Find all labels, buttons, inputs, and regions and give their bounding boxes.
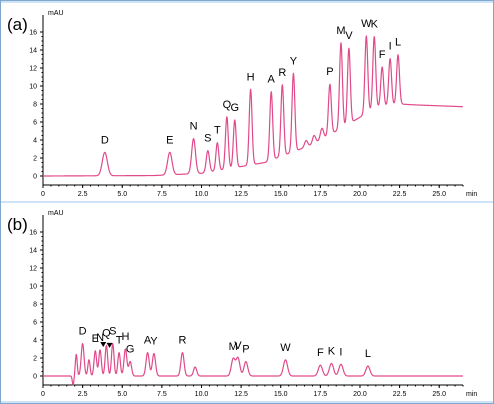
panel-b-peak-label-I: I <box>339 346 342 358</box>
panel-a-y-tick-label: 10 <box>29 84 37 91</box>
panel-a-x-tick-label: 7.5 <box>157 191 167 198</box>
panel-a-y-tick-label: 8 <box>33 102 37 109</box>
panel-a-peak-label-N: N <box>190 121 198 133</box>
panel-a-peak-label-Y: Y <box>290 55 298 67</box>
panel-b-x-tick-label: 5.0 <box>117 391 127 398</box>
panel-a-x-tick-label: 15.0 <box>274 191 288 198</box>
panel-a-peak-label-I: I <box>389 41 392 53</box>
panel-b-y-tick-label: 0 <box>33 374 37 381</box>
panel-a-x-tick-label: 17.5 <box>314 191 328 198</box>
panel-b-x-tick-label: 22.5 <box>393 391 407 398</box>
panel-a-peak-label-D: D <box>101 134 109 146</box>
panel-a-peak-label-T: T <box>214 125 221 137</box>
panel-b-arrow-marker <box>100 342 107 347</box>
panel-b-peak-label-A: A <box>144 335 152 347</box>
panel-b-y-tick-label: 2 <box>33 356 37 363</box>
panel-b-peak-label-E: E <box>92 333 99 345</box>
panel-b-signal-trace <box>42 343 464 386</box>
panel-a-y-tick-label: 6 <box>33 120 37 127</box>
panel-b-x-tick-label: 12.5 <box>234 391 248 398</box>
panel-b-y-tick-label: 4 <box>33 338 37 345</box>
chromatogram-panel-a: 0 2 4 6 8 10 12 14 16 0 2.5 5.0 7.5 10.0 12.5 15.0 17.5 2… <box>1 3 493 201</box>
panel-a-peak-label-V: V <box>345 30 353 42</box>
chromatogram-panel-b: 0 2 4 6 8 10 12 14 16 0 2.5 5.0 7.5 10.0 12.5 15.0 17.5 2… <box>1 203 493 401</box>
panel-a-signal-trace <box>42 35 464 177</box>
panel-a-peak-label-S: S <box>204 133 211 145</box>
panel-b-peak-label-W: W <box>280 342 291 354</box>
panel-b-peak-label-H: H <box>121 331 129 343</box>
panel-b-y-tick-label: 14 <box>29 248 37 255</box>
panel-b-peak-label-T: T <box>116 335 123 347</box>
panel-b-y-tick-label: 8 <box>33 302 37 309</box>
panel-a-peak-label-K: K <box>371 19 379 31</box>
panel-b-peak-label-V: V <box>234 340 242 352</box>
panel-b-peak-label-K: K <box>328 345 336 357</box>
panel-a-peak-label-R: R <box>278 67 286 79</box>
panel-a-peak-label-Q: Q <box>223 99 232 111</box>
panel-b-peak-label-Y: Y <box>150 336 158 348</box>
panel-a-peak-label-H: H <box>247 71 255 83</box>
panel-a-peak-label-W: W <box>361 18 372 30</box>
panel-b-peak-label-D: D <box>79 326 87 338</box>
panel-b-peak-label-M: M <box>229 341 238 353</box>
panel-b-x-tick-label: 2.5 <box>78 391 88 398</box>
panel-b-y-tick-label: 6 <box>33 320 37 327</box>
panel-b-peak-label-S: S <box>109 326 116 338</box>
panel-a-peak-label-E: E <box>166 134 173 146</box>
panel-b-arrow-marker <box>106 342 113 348</box>
panel-b-label: (b) <box>7 215 28 234</box>
panel-a-peak-label-A: A <box>268 74 276 86</box>
panel-a-peak-label-P: P <box>326 66 333 78</box>
panel-a-x-tick-label: 25.0 <box>432 191 446 198</box>
panel-b-peak-label-R: R <box>178 335 186 347</box>
panel-b-peak-label-N: N <box>96 332 104 344</box>
panel-b-peak-label-Q: Q <box>102 327 111 339</box>
panel-a-x-tick-label: 22.5 <box>393 191 407 198</box>
panel-b-x-tick-label: 20.0 <box>353 391 367 398</box>
panel-b-x-tick-label: 25.0 <box>432 391 446 398</box>
panel-b-peak-label-L: L <box>365 348 371 360</box>
panel-b-y-tick-label: 12 <box>29 266 37 273</box>
panel-a-y-tick-label: 14 <box>29 48 37 55</box>
panel-b-peak-label-P: P <box>242 344 249 356</box>
panel-b-x-tick-label: 17.5 <box>314 391 328 398</box>
panel-b-y-tick-label: 10 <box>29 284 37 291</box>
panel-a-y-tick-label: 16 <box>29 30 37 37</box>
panel-a-x-tick-label: 10.0 <box>195 191 209 198</box>
panel-a-peak-label-L: L <box>395 37 401 49</box>
panel-a-peak-label-G: G <box>230 102 239 114</box>
panel-b-x-tick-label: 0 <box>41 391 45 398</box>
panel-a-x-tick-label: 2.5 <box>78 191 88 198</box>
panel-b-y-tick-label: 16 <box>29 230 37 237</box>
panel-a-y-tick-label: 0 <box>33 174 37 181</box>
panel-a-plot-background <box>1 3 493 201</box>
panel-a-peak-label-F: F <box>379 49 386 61</box>
panel-a-peak-label-M: M <box>336 25 345 37</box>
panel-a-y-tick-label: 12 <box>29 66 37 73</box>
panel-a-x-tick-label: 12.5 <box>234 191 248 198</box>
panel-b-plot-background <box>1 203 493 401</box>
panel-b-peak-label-F: F <box>317 347 324 359</box>
panel-b-x-tick-label: 15.0 <box>274 391 288 398</box>
panel-a-x-tick-label: 5.0 <box>117 191 127 198</box>
panel-a-y-tick-label: 4 <box>33 138 37 145</box>
panel-a-x-tick-label: 0 <box>41 191 45 198</box>
panel-a-y-tick-label: 2 <box>33 156 37 163</box>
panel-b-y-unit: mAU <box>48 210 64 217</box>
panel-a-label: (a) <box>7 15 28 34</box>
panel-b-x-unit: min <box>466 391 477 398</box>
panel-a-x-unit: min <box>466 191 477 198</box>
panel-b-x-tick-label: 10.0 <box>195 391 209 398</box>
panel-b-peak-label-G: G <box>126 344 135 356</box>
panel-a-x-tick-label: 20.0 <box>353 191 367 198</box>
panel-b-x-tick-label: 7.5 <box>157 391 167 398</box>
panel-a-y-unit: mAU <box>48 10 64 17</box>
